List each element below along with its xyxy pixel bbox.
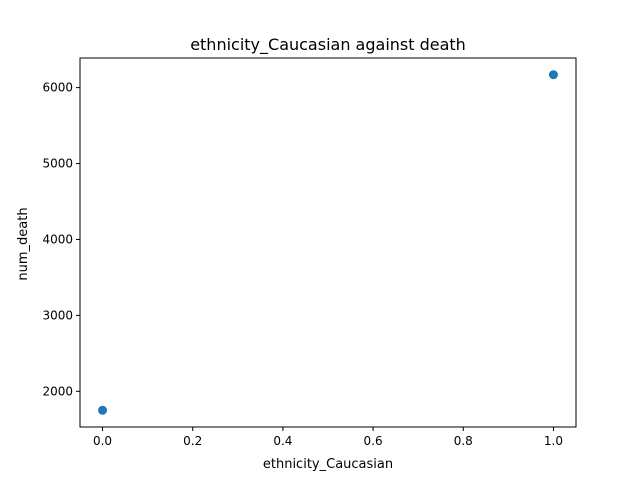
- plot-area: 0.0 0.2 0.4 0.6 0.8 1.0 2000 3000 4000 5000 6000: [42, 57, 577, 448]
- x-tick-label: 1.0: [544, 434, 563, 448]
- x-tick-label: 0.6: [364, 434, 383, 448]
- axes-frame: [79, 57, 577, 428]
- x-tick-label: 0.0: [93, 434, 112, 448]
- y-tick-label: 3000: [42, 308, 73, 322]
- x-tick-label: 0.4: [273, 434, 292, 448]
- y-axis-label: num_death: [16, 207, 31, 280]
- x-tick-label: 0.2: [183, 434, 202, 448]
- y-tick-label: 2000: [42, 384, 73, 398]
- chart-title: ethnicity_Caucasian against death: [190, 35, 466, 55]
- y-tick-label: 4000: [42, 232, 73, 246]
- y-tick-label: 5000: [42, 157, 73, 171]
- y-tick-label: 6000: [42, 81, 73, 95]
- x-tick-label: 0.8: [454, 434, 473, 448]
- x-axis-label: ethnicity_Caucasian: [263, 457, 393, 472]
- data-point-0: [98, 405, 108, 415]
- data-point-1: [548, 70, 558, 80]
